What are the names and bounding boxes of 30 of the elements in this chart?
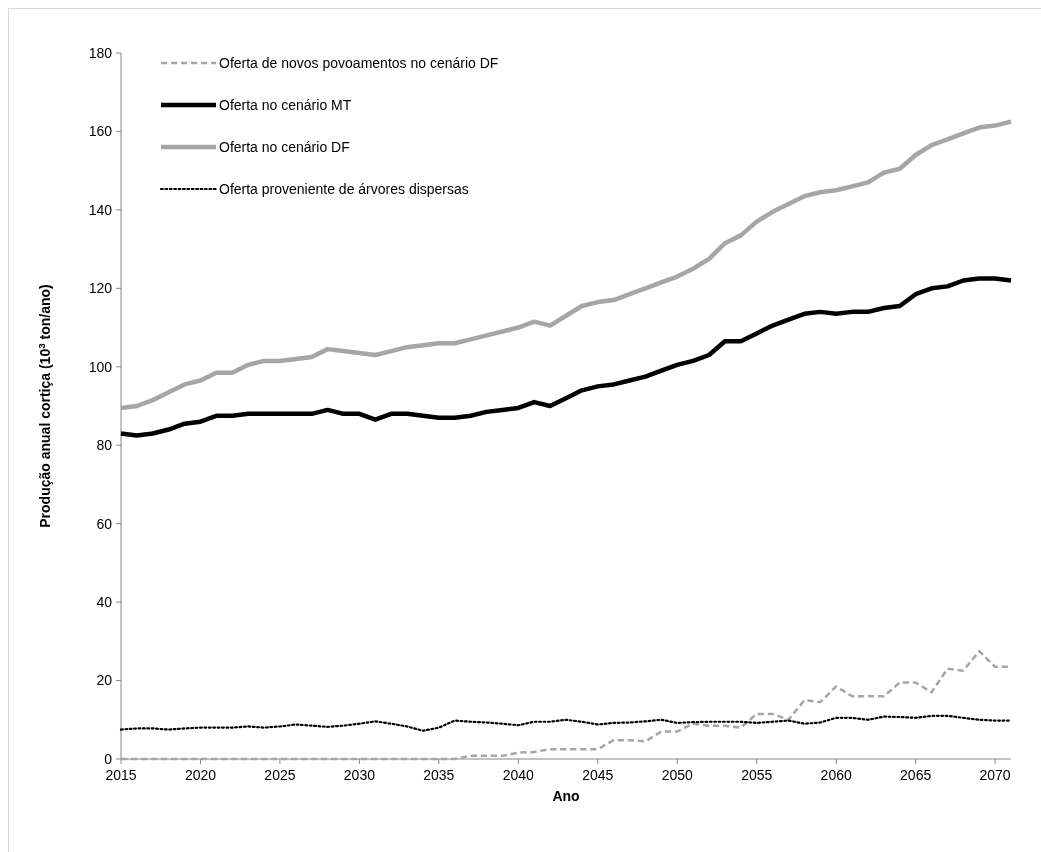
y-tick-label: 40 [96,594,113,611]
x-tick-label: 2025 [264,767,296,783]
x-tick-label: 2020 [184,767,217,783]
x-tick-label: 2050 [661,767,694,783]
x-tick-label: 2070 [979,767,1011,783]
x-tick-label: 2065 [900,767,932,783]
y-tick-label: 0 [104,750,113,767]
y-tick-label: 120 [88,280,113,297]
line-series [118,119,1014,411]
x-tick-label: 2055 [741,767,773,783]
x-tick-label: 2015 [105,767,137,783]
y-tick-label: 160 [88,123,113,140]
line-series [119,714,1013,732]
x-axis-title: Ano [552,788,580,804]
legend-label: Oferta no cenário DF [219,138,350,155]
legend-label: Oferta proveniente de árvores dispersas [219,180,469,197]
x-tick-label: 2045 [582,767,614,783]
y-tick-label: 20 [96,672,113,689]
y-tick-label: 180 [88,44,113,61]
legend-label: Oferta de novos povoamentos no cenário DF [219,54,499,71]
x-tick-label: 2030 [343,767,376,783]
line-series [118,276,1014,438]
legend-label: Oferta no cenário MT [219,96,352,113]
y-tick-label: 80 [96,437,113,454]
y-tick-label: 100 [88,358,113,375]
x-tick-label: 2060 [820,767,852,783]
x-tick-label: 2040 [502,767,535,783]
y-tick-label: 60 [96,515,113,532]
x-tick-label: 2035 [423,767,455,783]
y-tick-label: 140 [88,201,113,218]
